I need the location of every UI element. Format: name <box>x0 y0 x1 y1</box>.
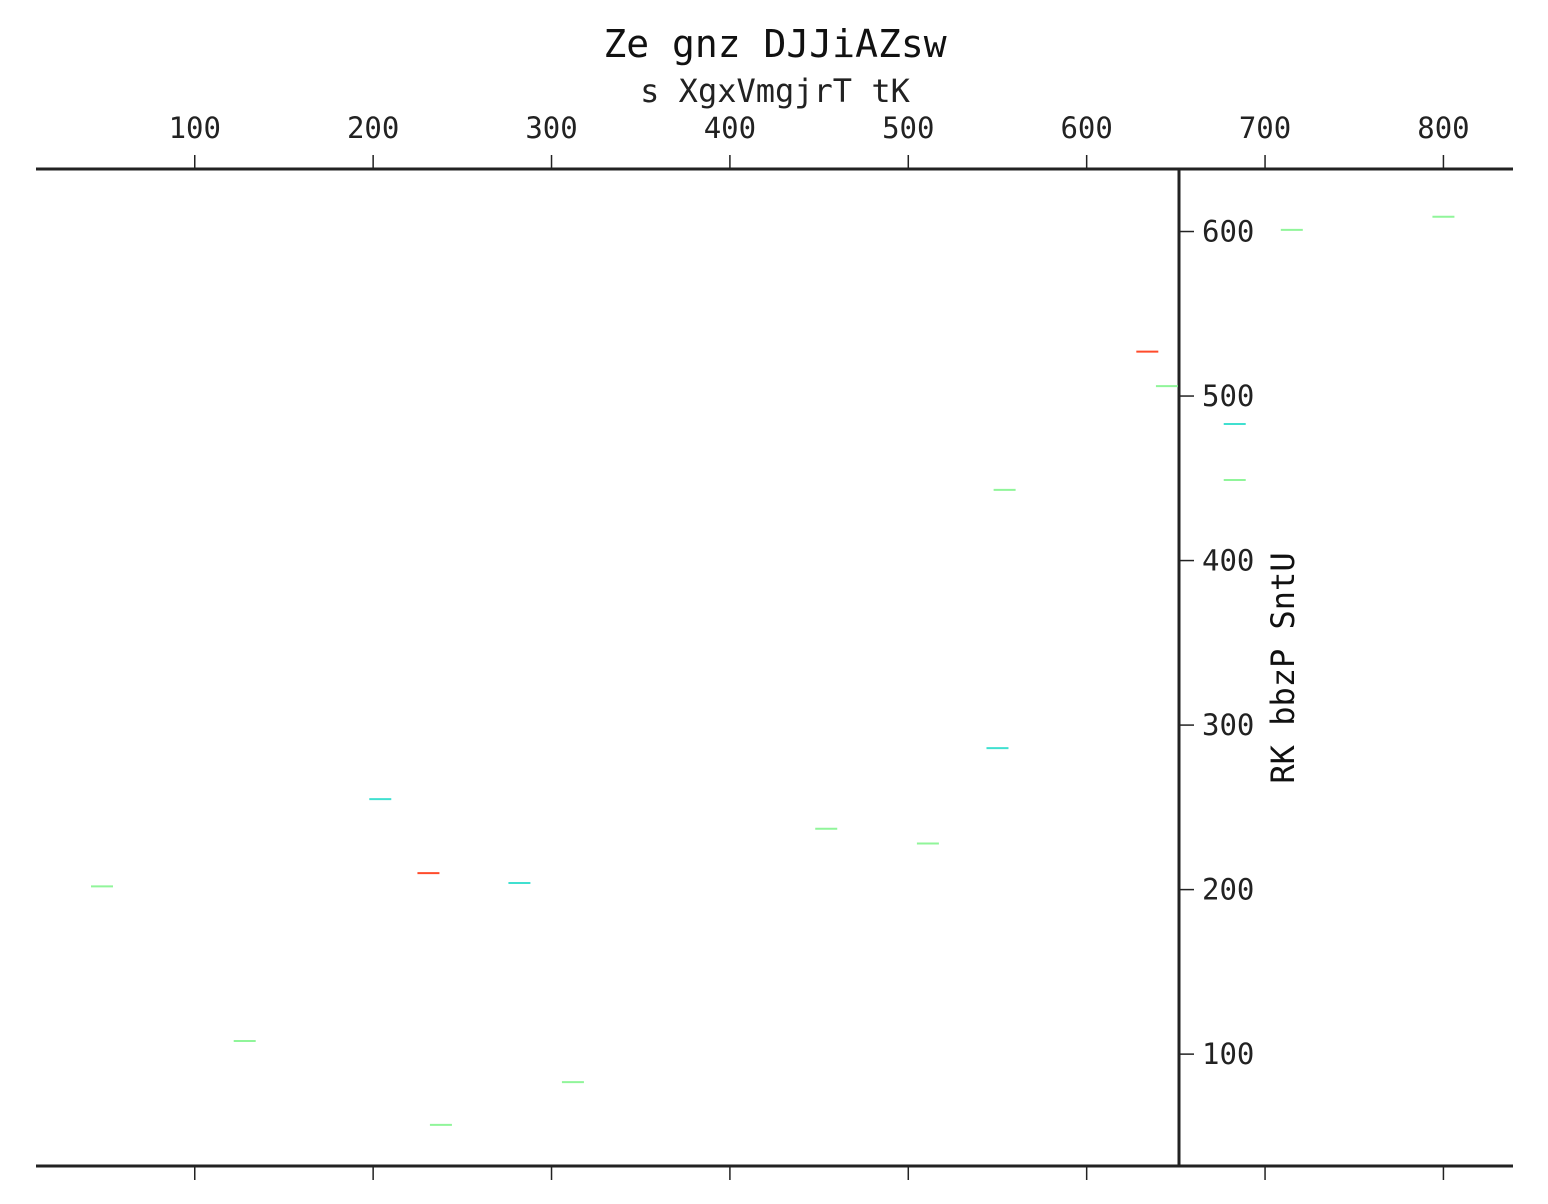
chart-title: Ze gnz DJJiAZsw <box>603 22 946 66</box>
x-axis-ticks: 100 200 300 400 500 600 700 800 <box>169 111 1470 1180</box>
x-axis-label: s XgxVmgjrT tK <box>640 72 910 110</box>
y-tick-label: 500 <box>1202 379 1254 413</box>
x-tick-label: 800 <box>1417 111 1469 145</box>
x-tick-label: 300 <box>525 111 577 145</box>
y-tick-label: 200 <box>1202 873 1254 907</box>
y-tick-label: 400 <box>1202 544 1254 578</box>
x-tick-label: 600 <box>1060 111 1112 145</box>
y-tick-label: 600 <box>1202 215 1254 249</box>
y-tick-label: 300 <box>1202 708 1254 742</box>
x-tick-label: 400 <box>704 111 756 145</box>
y-axis-ticks: 100 200 300 400 500 600 <box>1179 215 1254 1071</box>
x-tick-label: 700 <box>1239 111 1291 145</box>
y-tick-label: 100 <box>1202 1037 1254 1071</box>
x-tick-label: 500 <box>882 111 934 145</box>
y-axis-label: RK bbzP SntU <box>1264 552 1302 783</box>
x-tick-label: 200 <box>347 111 399 145</box>
x-tick-label: 100 <box>169 111 221 145</box>
data-marks <box>91 215 1455 1126</box>
